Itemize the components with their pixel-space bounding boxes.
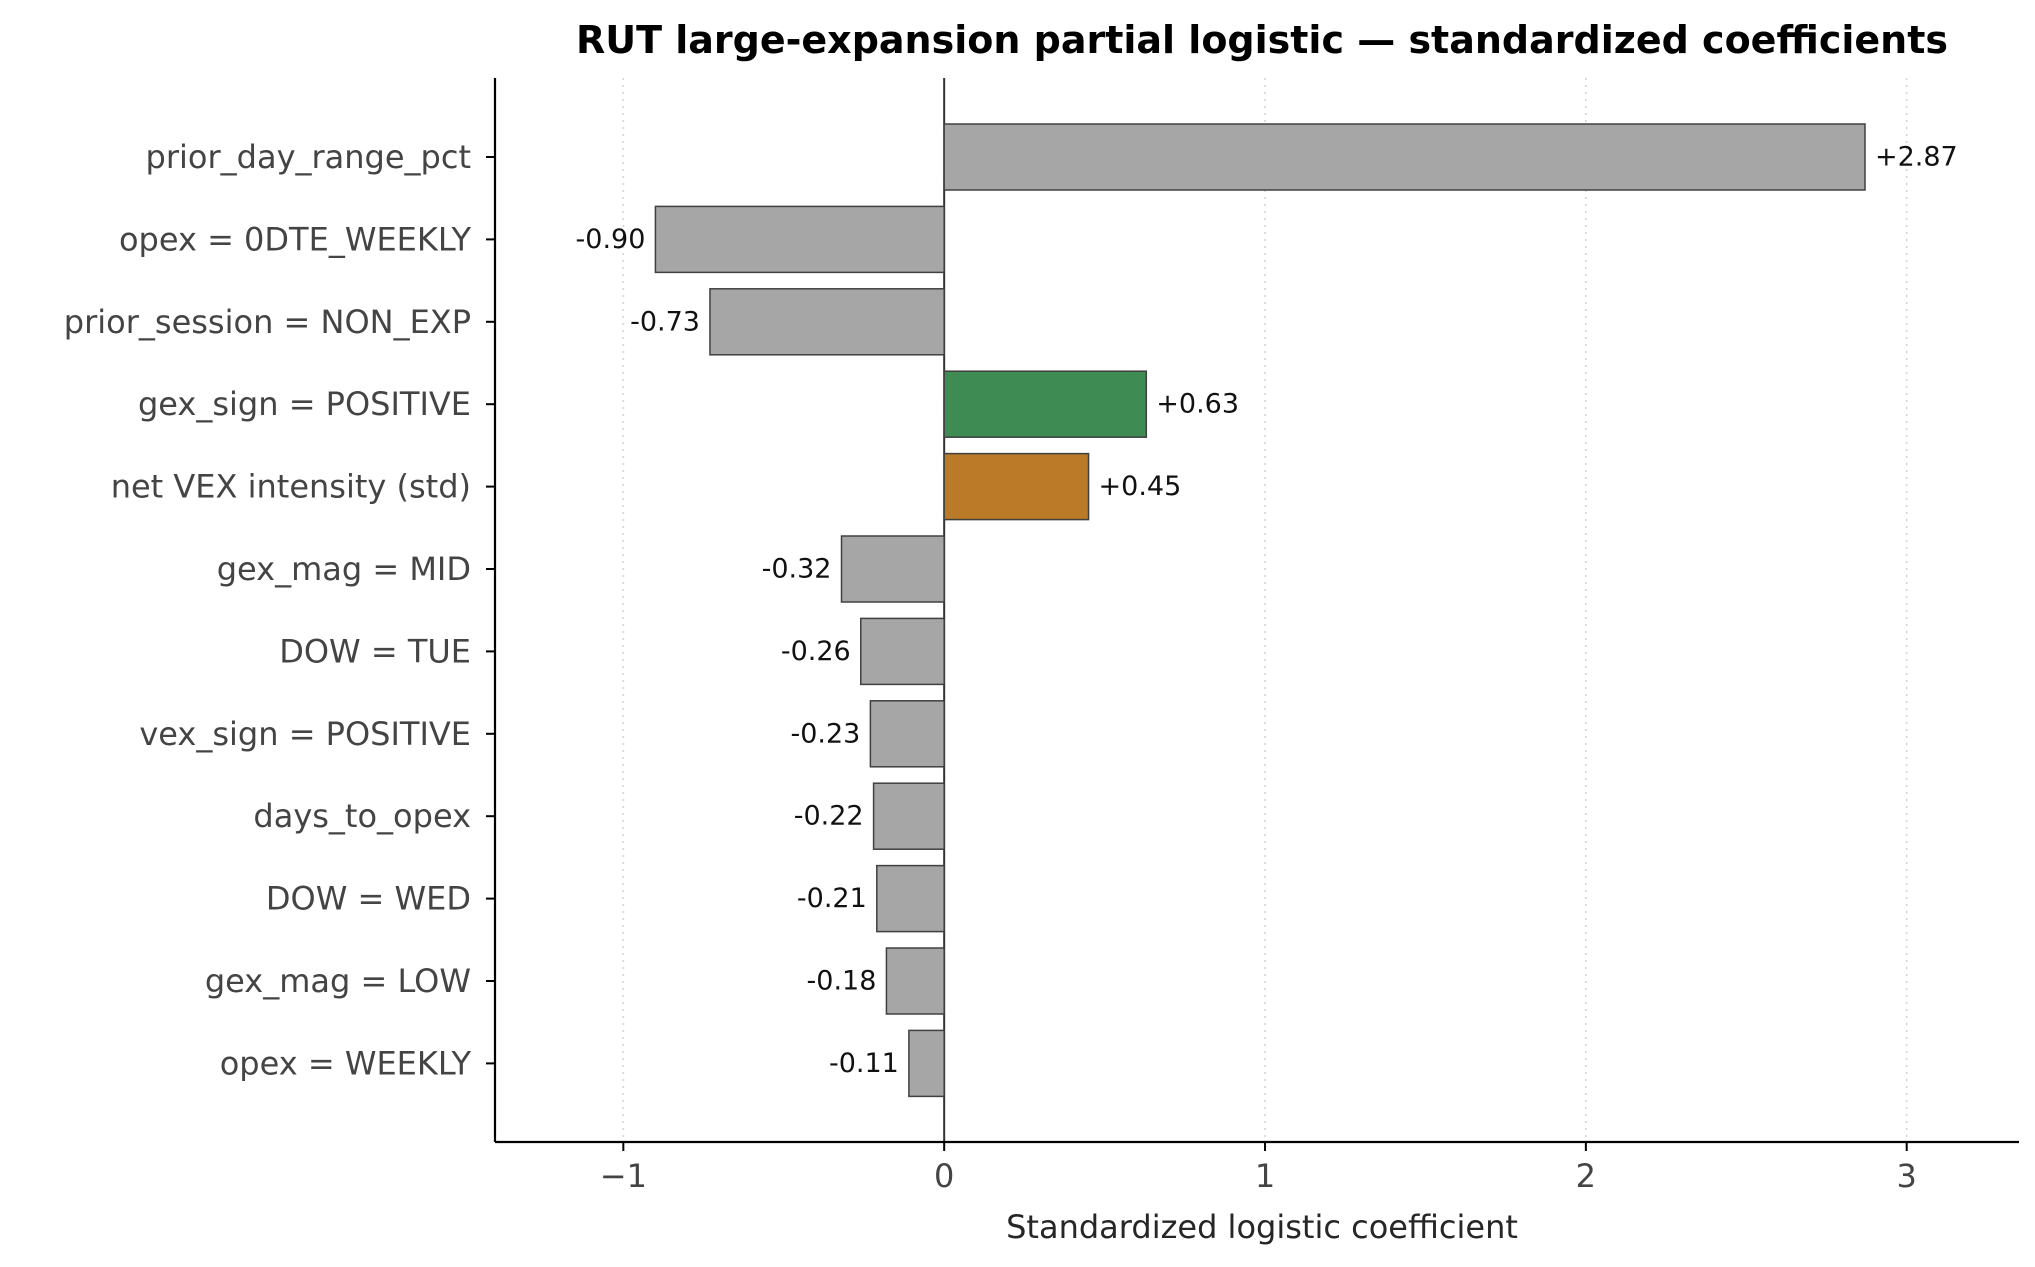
category-label: net VEX intensity (std) [111, 468, 471, 506]
bar [872, 782, 945, 850]
bar [943, 123, 1866, 191]
chart-title: RUT large-expansion partial logistic — s… [576, 18, 1948, 62]
x-tick-label: 3 [1897, 1157, 1917, 1195]
bar-value-label: -0.23 [791, 718, 861, 749]
bar-value-label: -0.73 [630, 306, 700, 337]
bar-value-label: -0.32 [762, 554, 832, 585]
bar [654, 205, 945, 274]
bars-group [654, 123, 1866, 1098]
x-axis-label: Standardized logistic coefficient [1006, 1208, 1518, 1246]
x-tick-label: 0 [934, 1157, 954, 1195]
category-label: prior_session = NON_EXP [64, 303, 471, 341]
category-label: DOW = WED [266, 880, 471, 918]
x-tick-label: 2 [1576, 1157, 1596, 1195]
bar-value-label: +2.87 [1875, 142, 1958, 173]
category-label: gex_sign = POSITIVE [138, 385, 471, 423]
axes-group [493, 78, 2019, 1144]
bar-value-label: -0.18 [807, 966, 877, 997]
bar [943, 370, 1148, 438]
bar-value-label: -0.11 [829, 1048, 899, 1079]
category-label: gex_mag = MID [217, 550, 471, 588]
bar-value-label: +0.63 [1156, 389, 1239, 420]
bar-value-label: -0.21 [797, 883, 867, 914]
bar [709, 288, 945, 356]
bar [860, 617, 945, 686]
category-label: gex_mag = LOW [205, 962, 471, 1000]
bar [885, 947, 945, 1015]
bar [840, 535, 945, 603]
x-tick-label: −1 [600, 1157, 647, 1195]
bar-value-label: -0.90 [576, 224, 646, 255]
bar-value-label: -0.26 [781, 636, 851, 667]
bar-value-label: -0.22 [794, 801, 864, 832]
bar [943, 452, 1090, 521]
bar [908, 1029, 945, 1098]
bar [869, 700, 945, 768]
category-label: opex = 0DTE_WEEKLY [119, 220, 472, 258]
value-labels-group: +2.87 -0.90 -0.73 +0.63 +0.45 -0.32 -0.26 -0.23… [576, 142, 1958, 1079]
x-ticks-group: −1 0 1 2 3 [600, 1142, 1917, 1195]
category-label: opex = WEEKLY [220, 1044, 472, 1082]
bar-value-label: +0.45 [1099, 471, 1182, 502]
category-label: DOW = TUE [279, 632, 471, 670]
x-tick-label: 1 [1255, 1157, 1275, 1195]
category-label: days_to_opex [253, 797, 471, 835]
category-label: vex_sign = POSITIVE [139, 715, 471, 753]
category-label: prior_day_range_pct [146, 138, 471, 176]
bar [876, 864, 945, 933]
